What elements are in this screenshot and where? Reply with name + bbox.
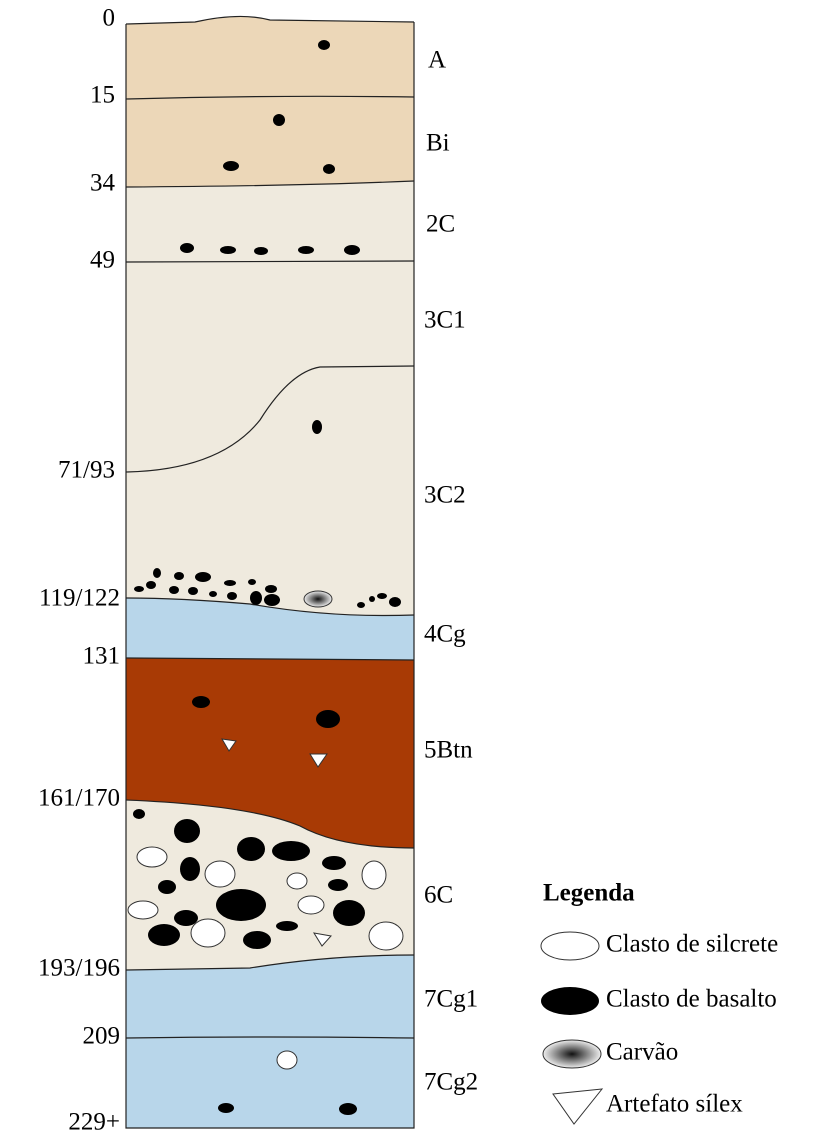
basalt-clast	[339, 1103, 357, 1115]
basalt-clast	[265, 585, 277, 593]
basalt-clast	[153, 568, 161, 578]
silcrete-clast	[362, 861, 386, 889]
basalt-clast	[316, 710, 340, 728]
depth-label: 0	[103, 5, 116, 32]
basalt-clast	[192, 696, 210, 708]
horizon-label: 7Cg2	[424, 1069, 478, 1096]
basalt-clast	[216, 889, 266, 921]
basalt-clast	[169, 586, 179, 594]
horizon-label: A	[428, 47, 446, 74]
basalt-clast	[223, 161, 239, 171]
basalt-clast	[134, 586, 144, 592]
basalt-clast	[322, 856, 346, 870]
depth-labels: 0 15 34 49 71/93 119/122 131 161/170 193…	[38, 5, 120, 1136]
basalt-clast	[133, 809, 145, 819]
depth-label: 49	[90, 247, 115, 274]
basalt-clast	[180, 857, 200, 881]
horizon-label: 4Cg	[424, 621, 466, 648]
basalt-clast	[276, 921, 298, 931]
basalt-clast	[237, 837, 265, 861]
basalt-clast	[298, 246, 314, 254]
charcoal	[304, 591, 332, 607]
basalt-clast	[188, 587, 198, 595]
basalt-clast	[220, 246, 236, 254]
basalt-clast	[272, 841, 310, 861]
legend-icon-silex	[553, 1089, 602, 1124]
silcrete-clast	[128, 901, 158, 919]
horizon-labels: A Bi 2C 3C1 3C2 4Cg 5Btn 6C 7Cg1 7Cg2	[424, 47, 478, 1096]
horizon-label: 6C	[424, 882, 453, 909]
basalt-clast	[318, 40, 330, 50]
basalt-clast	[195, 572, 211, 582]
silcrete-clast	[369, 922, 403, 950]
basalt-clast	[148, 924, 180, 946]
basalt-clast	[273, 114, 285, 126]
basalt-clast	[254, 247, 268, 255]
depth-label: 193/196	[38, 955, 120, 982]
horizon-label: 3C2	[424, 482, 466, 509]
basalt-clast	[243, 931, 271, 949]
layer-2c-3c	[126, 181, 414, 616]
legend-item: Clasto de silcrete	[606, 931, 778, 958]
basalt-clast	[389, 597, 401, 607]
legend-icon-basalt	[541, 987, 599, 1015]
layer-a-bi	[126, 16, 414, 187]
soil-profile: 0 15 34 49 71/93 119/122 131 161/170 193…	[0, 0, 837, 1138]
basalt-clast	[357, 602, 365, 608]
basalt-clast	[333, 900, 365, 926]
depth-label: 15	[90, 82, 115, 109]
basalt-clast	[174, 819, 200, 843]
basalt-clast	[158, 880, 176, 894]
legend: Legenda Clasto de silcrete Clasto de bas…	[541, 880, 778, 1124]
legend-item: Clasto de basalto	[606, 986, 777, 1013]
depth-label: 119/122	[39, 585, 120, 612]
basalt-clast	[209, 591, 217, 597]
horizon-label: Bi	[426, 130, 450, 157]
silcrete-clast	[205, 861, 235, 887]
depth-label: 71/93	[58, 457, 115, 484]
basalt-clast	[250, 591, 262, 605]
basalt-clast	[218, 1103, 234, 1113]
legend-item: Artefato sílex	[606, 1091, 743, 1118]
silcrete-clast	[137, 847, 167, 867]
basalt-clast	[369, 596, 375, 602]
basalt-clast	[344, 245, 360, 255]
basalt-clast	[146, 581, 156, 589]
basalt-clast	[323, 164, 335, 174]
basalt-clast	[377, 593, 387, 599]
silcrete-clast	[298, 896, 324, 914]
basalt-clast	[312, 420, 322, 434]
horizon-label: 5Btn	[424, 737, 473, 764]
horizon-label: 7Cg1	[424, 986, 478, 1013]
basalt-clast	[248, 579, 256, 585]
depth-label: 209	[83, 1023, 121, 1050]
silcrete-clast	[287, 873, 307, 889]
basalt-clast	[227, 592, 237, 600]
depth-label: 131	[83, 643, 121, 670]
depth-label: 229+	[68, 1109, 120, 1136]
legend-item: Carvão	[606, 1039, 678, 1066]
horizon-label: 2C	[426, 211, 455, 238]
silcrete-clast	[277, 1051, 297, 1069]
basalt-clast	[174, 910, 198, 926]
legend-icon-charcoal	[543, 1040, 601, 1068]
depth-label: 161/170	[38, 785, 120, 812]
layer-7cg	[126, 955, 414, 1128]
legend-title: Legenda	[543, 880, 635, 907]
basalt-clast	[264, 594, 280, 606]
horizon-label: 3C1	[424, 307, 466, 334]
depth-label: 34	[90, 170, 116, 197]
basalt-clast	[180, 243, 194, 253]
basalt-clast	[224, 580, 236, 586]
silcrete-clast	[191, 919, 225, 947]
basalt-clast	[174, 572, 184, 580]
basalt-clast	[328, 879, 348, 891]
legend-icon-silcrete	[541, 932, 599, 960]
